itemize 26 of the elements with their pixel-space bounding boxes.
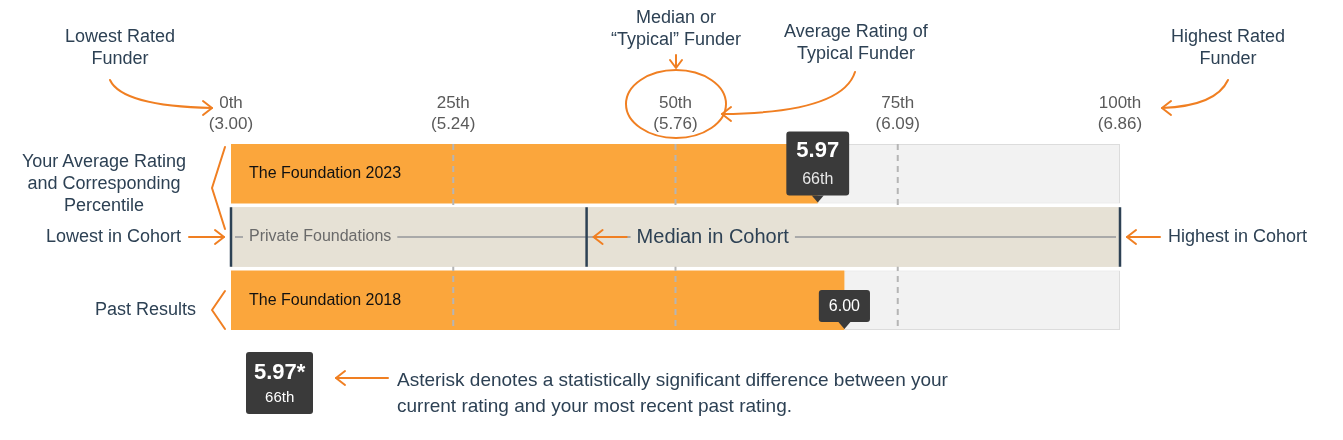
text: Average Rating of Typical Funder: [783, 20, 929, 64]
text: Highest Rated Funder: [1169, 25, 1287, 69]
text: Median or “Typical” Funder: [609, 6, 742, 50]
x-tick-label: 100th: [1098, 93, 1142, 113]
text: (3.00): [207, 114, 255, 134]
text: Asterisk denotes a statistically significant difference between your current rating and your most recent past rating.: [397, 368, 949, 418]
annotation: 5.97 66th: [796, 137, 840, 187]
text: Lowest Rated Funder: [63, 25, 177, 69]
y-tick-label: The Foundation 2018: [249, 290, 402, 308]
x-tick-label: 0th: [219, 93, 243, 113]
annotation: Highest in Cohort: [1168, 225, 1308, 246]
text: (6.86): [1096, 114, 1144, 134]
text: (6.09): [874, 114, 921, 134]
annotation: 6.00: [828, 296, 861, 314]
y-tick-label: The Foundation 2023: [249, 164, 402, 182]
annotation: Lowest in Cohort: [45, 225, 181, 246]
x-tick-label: 75th: [881, 93, 915, 113]
y-tick-label: Private Foundations: [249, 227, 392, 245]
text: (5.24): [430, 114, 477, 134]
text: 5.97* 66th: [254, 358, 306, 405]
text: Past Results: [93, 298, 196, 320]
x-tick-label: 25th: [436, 93, 470, 113]
ref-line-label: Median in Cohort: [636, 224, 790, 247]
text: (5.76): [652, 114, 699, 134]
text: Your Average Rating and Corresponding Percentile: [20, 150, 188, 216]
x-tick-label: 50th: [658, 93, 693, 113]
